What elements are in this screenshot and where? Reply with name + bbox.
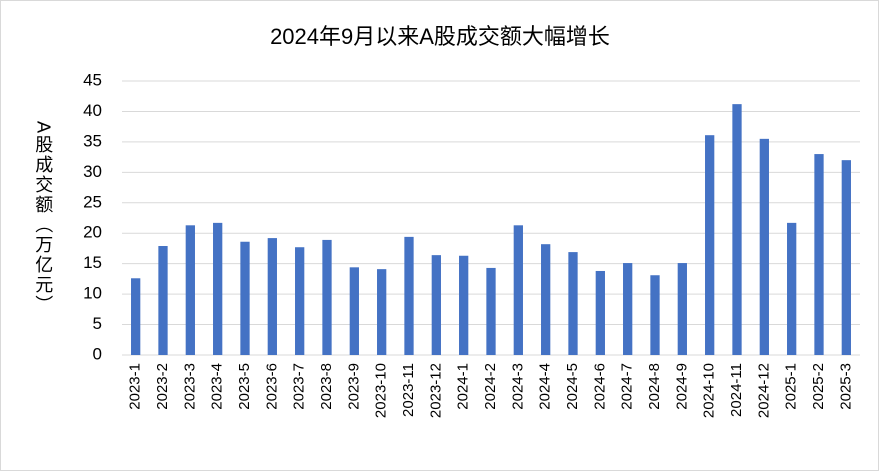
- y-tick-label: 45: [83, 70, 102, 89]
- x-tick-label: 2025-2: [810, 363, 827, 410]
- x-tick-label: 2024-7: [619, 363, 636, 410]
- x-tick-label: 2023-8: [318, 363, 335, 410]
- x-tick-label: 2023-10: [373, 363, 390, 418]
- y-tick-label: 30: [83, 162, 102, 181]
- bar: [131, 278, 141, 355]
- bar: [841, 160, 851, 355]
- y-tick-label: 5: [93, 314, 102, 333]
- bar: [787, 222, 797, 355]
- bar: [295, 247, 305, 355]
- bar: [595, 270, 605, 355]
- x-tick-label: 2023-6: [263, 363, 280, 410]
- bar: [377, 269, 387, 355]
- y-tick-label: 10: [83, 284, 102, 303]
- y-tick-label: 20: [83, 223, 102, 242]
- x-tick-label: 2025-3: [837, 363, 854, 410]
- x-tick-label: 2023-1: [127, 363, 144, 410]
- y-tick-label: 15: [83, 253, 102, 272]
- x-tick-label: 2024-6: [591, 363, 608, 410]
- bar: [404, 236, 414, 355]
- bar: [486, 267, 496, 355]
- bar: [349, 267, 359, 355]
- bar: [158, 246, 168, 355]
- y-axis-label: A股成交额（万亿元）: [33, 121, 53, 315]
- bar: [732, 104, 742, 355]
- bar: [705, 135, 715, 355]
- x-tick-label: 2023-3: [181, 363, 198, 410]
- x-tick-label: 2023-7: [291, 363, 308, 410]
- bar: [213, 222, 223, 355]
- x-tick-label: 2024-3: [509, 363, 526, 410]
- x-tick-label: 2023-2: [154, 363, 171, 410]
- bar: [240, 241, 250, 355]
- bar: [677, 263, 687, 355]
- x-tick-label: 2024-10: [701, 363, 718, 418]
- bar: [814, 154, 824, 355]
- bar: [431, 255, 441, 355]
- bar: [267, 238, 277, 355]
- x-tick-label: 2024-4: [537, 363, 554, 410]
- x-tick-label: 2023-12: [427, 363, 444, 418]
- y-tick-label: 35: [83, 131, 102, 150]
- chart-title: 2024年9月以来A股成交额大幅增长: [270, 24, 610, 49]
- x-tick-label: 2024-5: [564, 363, 581, 410]
- bar: [513, 225, 523, 355]
- bar: [322, 239, 332, 355]
- x-tick-label: 2025-1: [783, 363, 800, 410]
- x-tick-label: 2024-1: [455, 363, 472, 410]
- x-tick-label: 2024-12: [755, 363, 772, 418]
- x-tick-label: 2023-5: [236, 363, 253, 410]
- x-tick-label: 2024-8: [646, 363, 663, 410]
- x-tick-label: 2023-9: [345, 363, 362, 410]
- x-tick-label: 2024-9: [673, 363, 690, 410]
- x-tick-label: 2024-11: [728, 363, 745, 417]
- y-tick-label: 40: [83, 101, 102, 120]
- x-tick-label: 2023-11: [400, 363, 417, 417]
- bar: [185, 225, 195, 355]
- y-tick-label: 0: [93, 344, 102, 363]
- bar: [623, 263, 633, 355]
- bar: [650, 275, 660, 355]
- y-tick-label: 25: [83, 192, 102, 211]
- x-tick-label: 2023-4: [209, 363, 226, 410]
- bar: [541, 244, 551, 355]
- bar: [459, 255, 469, 355]
- bar: [759, 138, 769, 355]
- x-tick-label: 2024-2: [482, 363, 499, 410]
- bar: [568, 252, 578, 355]
